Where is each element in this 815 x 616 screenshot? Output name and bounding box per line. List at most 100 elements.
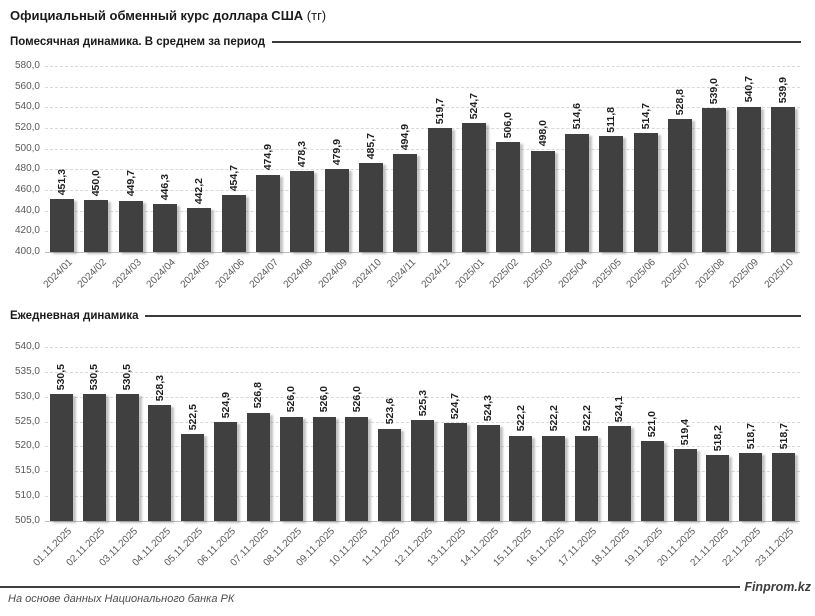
bar-value-label: 506,0 bbox=[502, 112, 515, 139]
bar-01.11.2025 bbox=[49, 394, 73, 521]
bar-12.11.2025 bbox=[411, 420, 434, 521]
bar-value-label: 524,7 bbox=[449, 392, 462, 420]
bar-20.11.2025 bbox=[673, 449, 697, 521]
bar-value-label: 454,7 bbox=[227, 165, 240, 192]
bar-value-label: 539,0 bbox=[708, 78, 721, 105]
bar-05.11.2025 bbox=[181, 434, 205, 521]
gridline bbox=[45, 521, 800, 522]
x-axis-label: 2024/06 bbox=[213, 257, 247, 291]
x-axis-label: 2024/08 bbox=[281, 257, 316, 291]
bar-2024/08 bbox=[290, 171, 315, 252]
bar-value-label: 540,7 bbox=[742, 76, 755, 103]
bar-value-label: 446,3 bbox=[159, 173, 172, 201]
x-axis-label: 2025/06 bbox=[625, 257, 659, 291]
gridline bbox=[45, 169, 800, 171]
y-axis-label: 510,0 bbox=[14, 490, 40, 502]
bar-value-label: 518,2 bbox=[711, 425, 724, 452]
bar-value-label: 449,7 bbox=[124, 170, 137, 197]
bar-04.11.2025 bbox=[148, 405, 172, 521]
bar-value-label: 530,5 bbox=[121, 363, 134, 391]
bar-value-label: 498,0 bbox=[536, 120, 549, 147]
gridline bbox=[45, 347, 800, 348]
divider-line bbox=[272, 41, 801, 43]
y-axis-label: 480,0 bbox=[14, 163, 40, 175]
bar-21.11.2025 bbox=[706, 455, 730, 521]
bar-value-label: 524,3 bbox=[482, 394, 495, 422]
bar-2025/02 bbox=[496, 142, 521, 252]
bar-14.11.2025 bbox=[476, 425, 500, 521]
bar-value-label: 528,3 bbox=[153, 374, 166, 402]
bar-2024/12 bbox=[427, 128, 452, 252]
bar-value-label: 539,9 bbox=[776, 77, 789, 104]
bar-value-label: 528,8 bbox=[673, 88, 686, 115]
bar-value-label: 478,3 bbox=[296, 140, 309, 168]
monthly-section-header: Помесячная динамика. В среднем за период bbox=[10, 36, 801, 48]
x-axis-label: 2025/02 bbox=[487, 257, 522, 291]
gridline bbox=[45, 148, 800, 150]
y-axis-label: 525,0 bbox=[14, 415, 40, 427]
bar-13.11.2025 bbox=[443, 423, 467, 521]
bar-value-label: 451,3 bbox=[56, 168, 69, 195]
gridline bbox=[45, 86, 800, 88]
bar-2024/10 bbox=[359, 163, 384, 252]
bar-2025/10 bbox=[770, 107, 795, 252]
bar-2024/04 bbox=[153, 204, 178, 252]
bar-value-label: 526,0 bbox=[318, 386, 331, 413]
page-title-unit: (тг) bbox=[306, 8, 327, 23]
bar-11.11.2025 bbox=[378, 428, 402, 521]
bar-value-label: 485,7 bbox=[365, 133, 378, 160]
y-axis-label: 400,0 bbox=[14, 246, 40, 257]
x-axis-label: 2025/05 bbox=[590, 257, 625, 291]
bar-2025/01 bbox=[461, 123, 486, 252]
bar-value-label: 530,5 bbox=[55, 363, 68, 391]
bar-2025/09 bbox=[736, 106, 761, 252]
bar-23.11.2025 bbox=[772, 452, 796, 521]
footer: Finprom.kz bbox=[0, 580, 811, 594]
x-axis-label: 2024/12 bbox=[419, 257, 453, 291]
bar-value-label: 494,9 bbox=[399, 123, 412, 150]
y-axis-label: 530,0 bbox=[14, 390, 40, 402]
bar-value-label: 522,2 bbox=[514, 405, 527, 432]
bar-value-label: 511,8 bbox=[605, 106, 618, 133]
bar-value-label: 514,7 bbox=[639, 103, 652, 130]
x-axis-label: 2024/03 bbox=[110, 257, 144, 291]
gridline bbox=[45, 371, 800, 373]
bar-value-label: 524,1 bbox=[613, 395, 626, 423]
bar-value-label: 526,8 bbox=[252, 382, 265, 409]
x-axis-label: 2025/04 bbox=[556, 257, 590, 291]
bar-2024/03 bbox=[118, 200, 143, 252]
y-axis-label: 520,0 bbox=[14, 122, 40, 133]
gridline bbox=[45, 190, 800, 191]
bar-19.11.2025 bbox=[640, 441, 664, 521]
gridline bbox=[45, 252, 800, 253]
y-axis-label: 440,0 bbox=[14, 204, 40, 216]
daily-section-header: Ежедневная динамика bbox=[10, 310, 801, 322]
bar-value-label: 519,4 bbox=[679, 419, 692, 446]
bar-16.11.2025 bbox=[542, 435, 566, 521]
bar-value-label: 522,5 bbox=[186, 403, 199, 430]
bar-2025/04 bbox=[564, 133, 589, 252]
gridline bbox=[45, 210, 800, 212]
page-title-text: Официальный обменный курс доллара США bbox=[10, 8, 304, 23]
monthly-chart-title: Помесячная динамика. В среднем за период bbox=[10, 36, 266, 48]
bar-value-label: 522,2 bbox=[547, 405, 560, 432]
bar-2024/05 bbox=[187, 208, 212, 252]
bar-2025/03 bbox=[530, 150, 555, 252]
bar-value-label: 525,3 bbox=[416, 389, 429, 417]
x-axis-label: 2024/07 bbox=[247, 257, 281, 291]
bar-15.11.2025 bbox=[509, 435, 533, 521]
footer-divider-line bbox=[0, 586, 741, 588]
page-title: Официальный обменный курс доллара США (т… bbox=[10, 8, 326, 23]
bar-2024/02 bbox=[84, 200, 109, 252]
bar-17.11.2025 bbox=[575, 435, 599, 521]
daily-bar-chart: 530,5 01.11.2025 530,5 02.11.2025 530,5 03.11… bbox=[0, 330, 815, 580]
daily-plot-area: 530,5 01.11.2025 530,5 02.11.2025 530,5 03.11… bbox=[32, 347, 800, 569]
brand-logo: Finprom.kz bbox=[744, 580, 811, 594]
bar-value-label: 526,0 bbox=[285, 386, 298, 413]
bar-2024/06 bbox=[221, 195, 246, 252]
y-axis-label: 460,0 bbox=[14, 184, 40, 195]
bar-06.11.2025 bbox=[214, 422, 238, 521]
bar-10.11.2025 bbox=[345, 416, 369, 521]
bar-2025/07 bbox=[667, 118, 692, 252]
bar-value-label: 450,0 bbox=[90, 170, 103, 197]
